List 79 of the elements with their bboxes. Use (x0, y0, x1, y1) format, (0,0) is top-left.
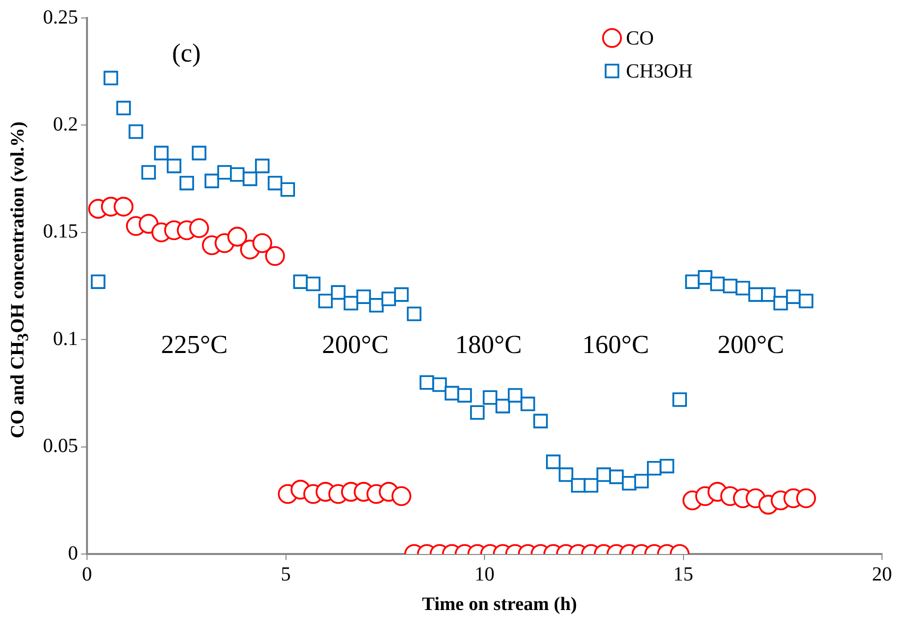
point (406, 306, 422, 322)
point (584, 478, 598, 493)
y-tick-label: 0.25 (43, 6, 78, 28)
point (230, 167, 245, 182)
point (166, 158, 182, 174)
x-axis-title: Time on stream (h) (421, 594, 578, 616)
y-tick-label: 0.1 (53, 328, 78, 350)
x-tick-label: 5 (280, 563, 291, 586)
point (533, 414, 548, 428)
point (180, 176, 194, 190)
annotation: 180°C (455, 330, 522, 359)
x-tick-label: 20 (872, 563, 892, 586)
point (90, 274, 106, 289)
point (558, 467, 574, 482)
point (255, 158, 270, 174)
point (798, 294, 814, 308)
point (736, 280, 750, 296)
point (204, 174, 220, 188)
annotation: (c) (172, 38, 201, 68)
point (634, 474, 649, 488)
point (189, 218, 209, 238)
point (571, 478, 586, 493)
point (104, 70, 118, 86)
point (432, 377, 447, 392)
point (698, 270, 712, 285)
y-tick-label: 0 (68, 542, 78, 564)
y-tick-label: 0.2 (53, 113, 78, 136)
y-tick-label: 0.05 (43, 435, 78, 458)
point (306, 276, 320, 292)
point (293, 274, 308, 289)
point (672, 392, 687, 407)
point (444, 386, 460, 400)
point (268, 176, 282, 190)
point (114, 196, 134, 217)
x-tick-label: 15 (673, 563, 694, 586)
point (786, 289, 801, 304)
point (392, 486, 412, 506)
point (344, 296, 358, 310)
annotation: 200°C (717, 330, 784, 359)
point (508, 388, 522, 403)
point (128, 124, 144, 139)
point (773, 296, 788, 310)
point (116, 100, 131, 116)
legend-label: CH3OH (626, 60, 693, 82)
point (330, 285, 346, 300)
point (520, 396, 536, 412)
annotation: 200°C (322, 330, 389, 359)
y-tick-label: 0.15 (43, 220, 78, 243)
point (496, 398, 510, 414)
point (369, 298, 384, 313)
point (154, 146, 169, 160)
point (252, 233, 272, 254)
point (722, 278, 738, 294)
annotation: 225°C (160, 330, 228, 359)
point (660, 458, 674, 474)
point (280, 182, 295, 197)
point (265, 246, 285, 266)
point (141, 165, 156, 180)
point (394, 287, 409, 302)
point (546, 454, 561, 470)
point (227, 226, 248, 247)
point (482, 390, 498, 405)
legend-label: CO (626, 27, 654, 50)
point (761, 287, 776, 302)
point (796, 488, 816, 508)
point (318, 294, 333, 308)
point (470, 405, 485, 420)
point (192, 146, 206, 160)
point (242, 172, 258, 186)
point (710, 276, 725, 292)
point (685, 274, 700, 289)
point (609, 470, 624, 484)
point (420, 375, 434, 390)
point (457, 388, 472, 403)
x-tick-label: 10 (474, 563, 494, 586)
point (356, 289, 371, 304)
x-tick-label: 0 (82, 563, 92, 586)
point (381, 292, 396, 306)
annotation: 160°C (582, 330, 650, 359)
